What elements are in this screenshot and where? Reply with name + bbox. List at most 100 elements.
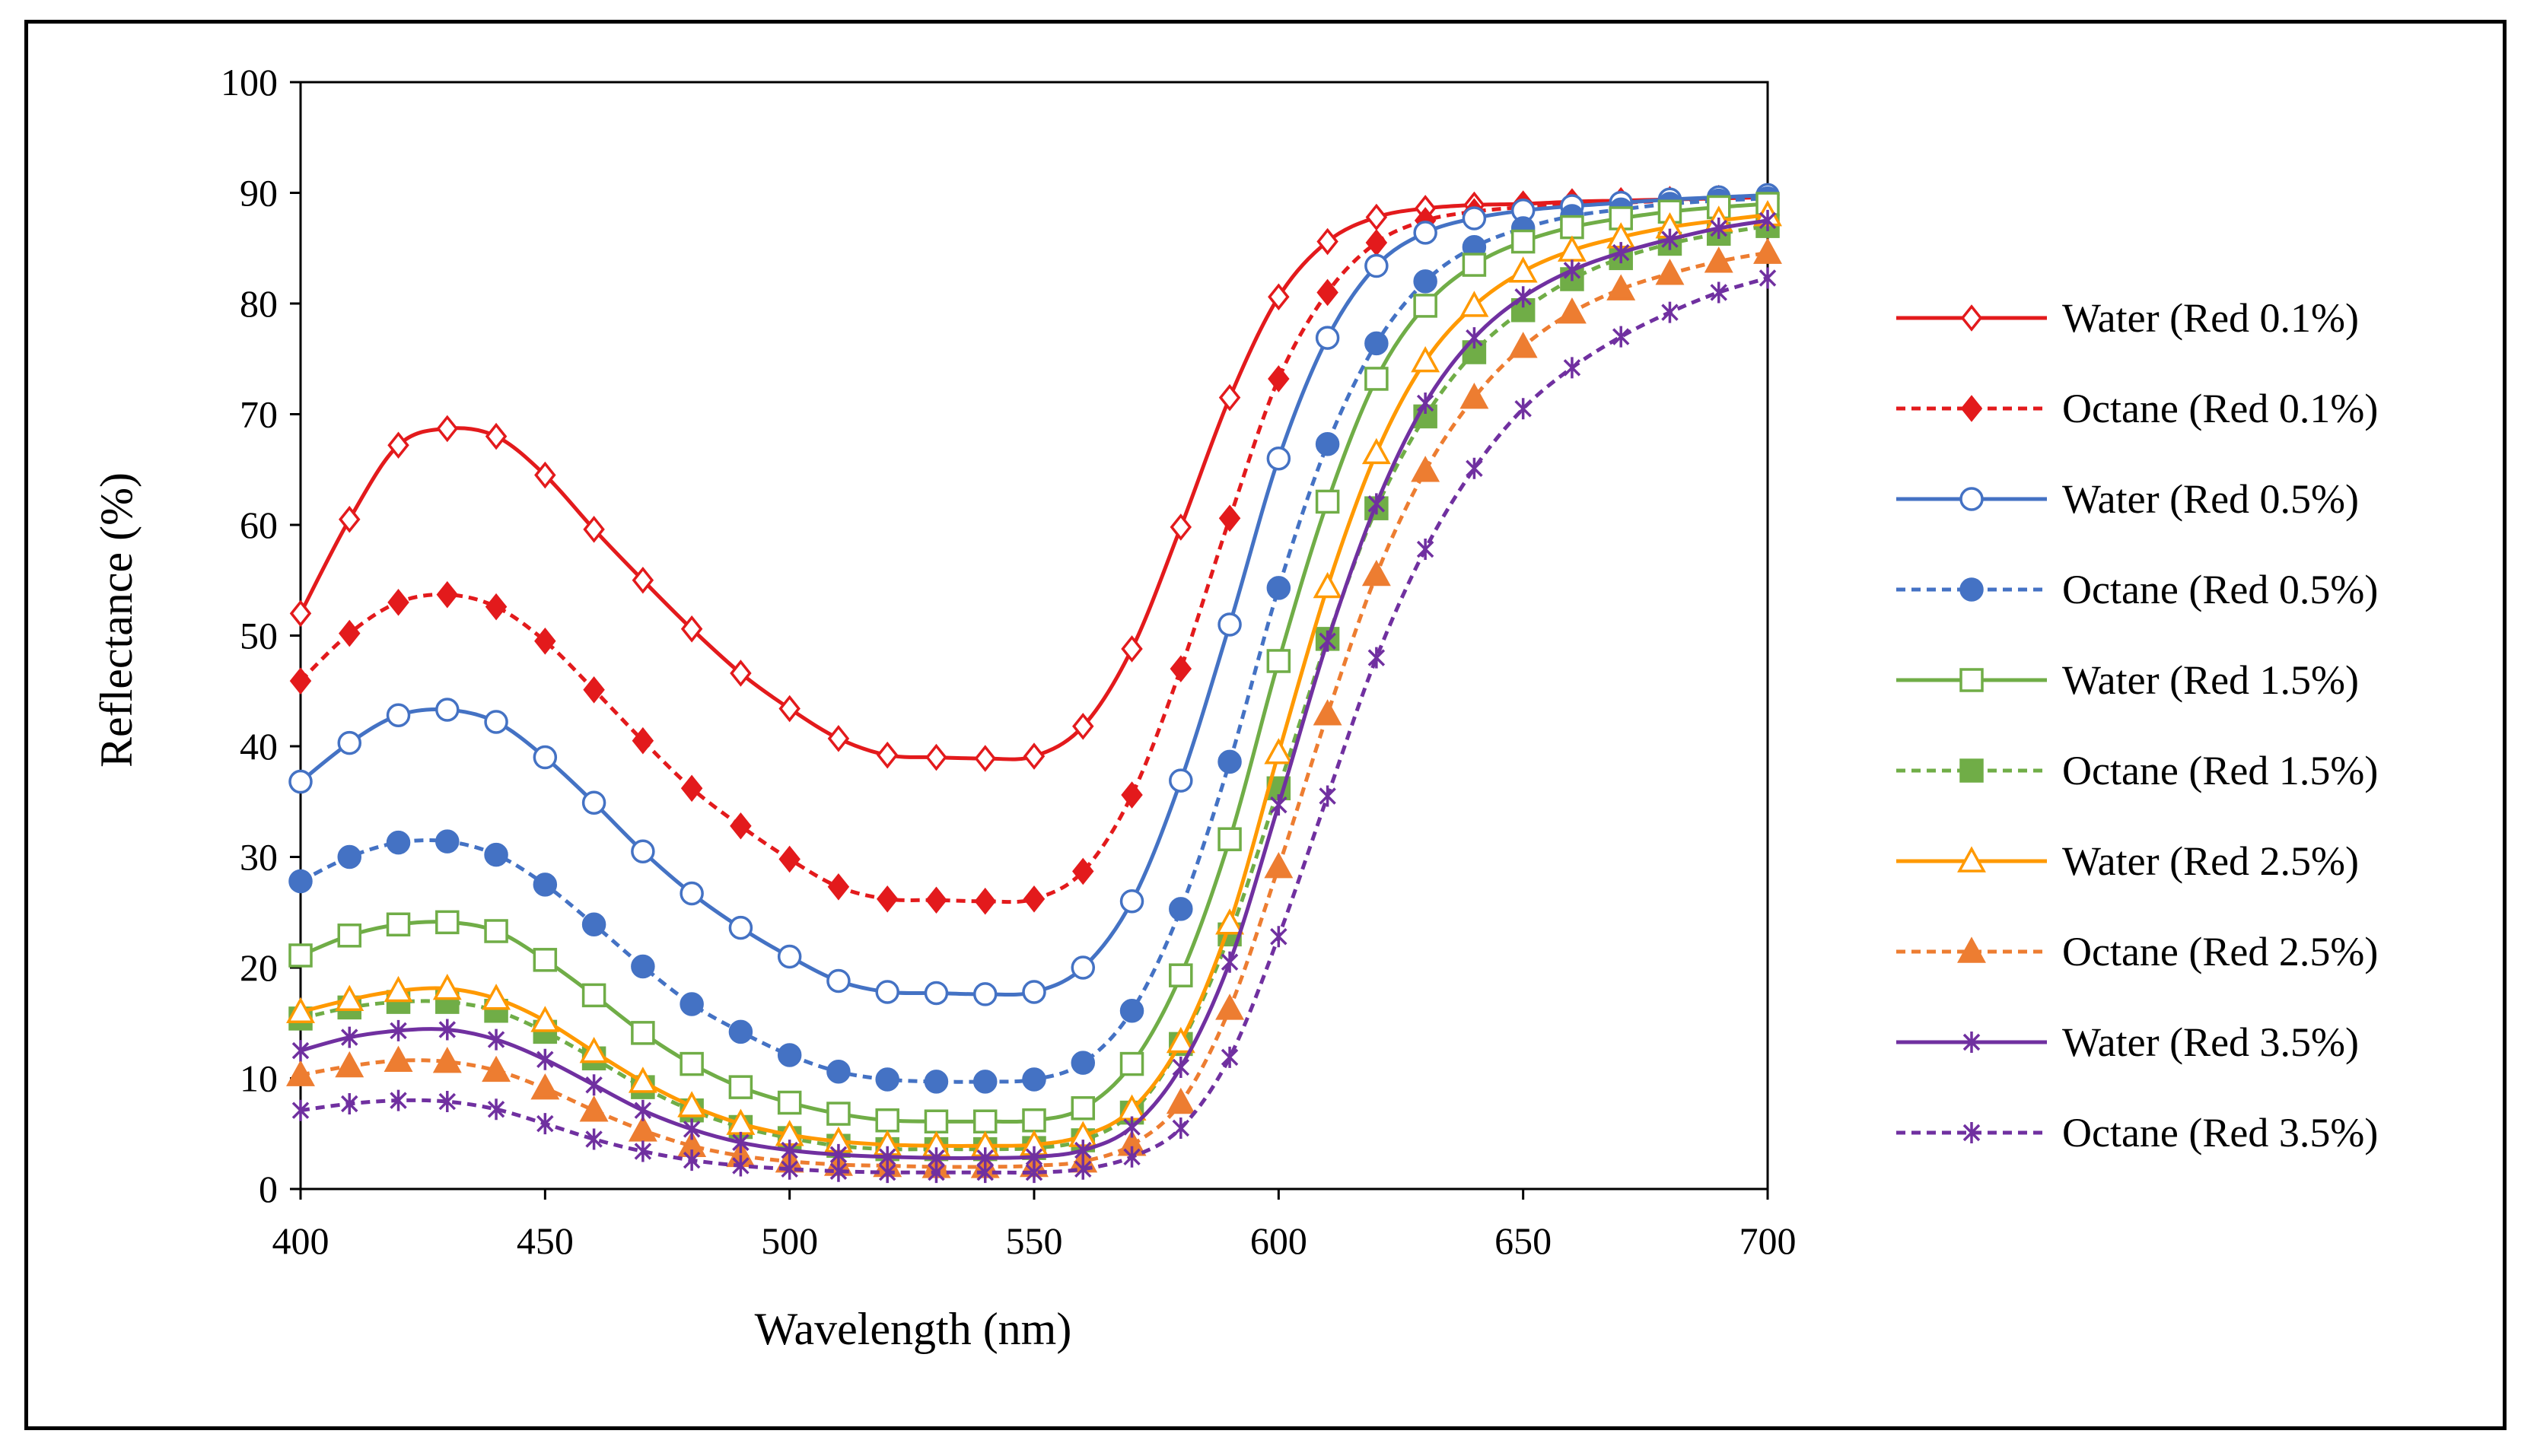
data-point [1215, 908, 1245, 935]
data-point [581, 912, 606, 937]
data-point [1315, 432, 1340, 456]
data-point [1270, 926, 1288, 948]
data-point [482, 1055, 511, 1082]
data-point [1266, 576, 1291, 600]
data-point [1413, 294, 1437, 318]
data-point [1759, 209, 1777, 231]
data-point [288, 869, 313, 894]
data-point [1661, 301, 1679, 323]
data-point [876, 885, 899, 913]
data-point [288, 769, 313, 794]
data-point [631, 839, 655, 863]
data-point [579, 1095, 609, 1122]
data-point [1710, 281, 1727, 304]
data-point [436, 580, 459, 609]
data-point [1510, 229, 1536, 254]
legend-entry: Water (Red 2.5%) [1896, 838, 2359, 884]
series-9 [291, 209, 1777, 1169]
data-point [924, 1070, 949, 1094]
x-tick-label: 700 [1739, 1219, 1797, 1262]
data-point [778, 695, 801, 723]
data-point [438, 1019, 457, 1041]
data-point [386, 912, 411, 937]
data-point [680, 1051, 704, 1076]
data-point [1215, 993, 1245, 1020]
data-point [384, 975, 413, 1003]
series-line [299, 192, 1768, 997]
data-point [1361, 559, 1391, 587]
legend-marker [1957, 846, 1986, 873]
x-tick-label: 450 [517, 1219, 574, 1262]
data-point [1319, 630, 1336, 652]
data-point [482, 984, 511, 1010]
data-point [289, 667, 312, 695]
data-point [1170, 655, 1192, 682]
data-point [289, 599, 312, 628]
data-point [579, 1036, 609, 1063]
data-point [1217, 612, 1242, 637]
data-point [777, 1090, 802, 1115]
legend-label: Water (Red 2.5%) [2062, 838, 2359, 884]
data-point [1074, 1158, 1092, 1180]
series-line [300, 224, 1768, 1152]
data-point [1612, 242, 1630, 264]
data-point [1514, 286, 1532, 308]
data-point [291, 1099, 310, 1121]
legend-entry: Water (Red 0.5%) [1896, 476, 2359, 522]
data-point [1270, 794, 1288, 816]
legend-label: Octane (Red 1.5%) [2062, 748, 2378, 793]
data-point [1655, 259, 1685, 285]
data-point [1071, 1051, 1096, 1075]
data-point [390, 1089, 407, 1111]
data-point [286, 1060, 315, 1086]
data-point [777, 1043, 802, 1067]
data-point [1119, 998, 1144, 1023]
legend-marker [1959, 668, 1984, 692]
data-point [1218, 383, 1241, 412]
x-tick-label: 600 [1250, 1219, 1307, 1262]
y-tick-label: 60 [240, 504, 278, 546]
data-point [1166, 1026, 1195, 1054]
data-point [972, 1070, 998, 1094]
data-point [730, 660, 752, 687]
data-point [435, 829, 460, 854]
legend-entry: Octane (Red 1.5%) [1896, 748, 2378, 793]
data-point [485, 593, 508, 621]
y-tick-label: 10 [240, 1057, 278, 1100]
data-point [1121, 635, 1143, 663]
legend-label: Water (Red 0.5%) [2062, 476, 2359, 522]
data-point [1411, 346, 1440, 373]
y-tick-label: 50 [240, 615, 278, 657]
data-point [1411, 456, 1440, 482]
series-line [300, 213, 1768, 1148]
series-4 [288, 186, 1780, 1094]
data-point [1753, 237, 1782, 264]
data-point [583, 516, 605, 543]
data-point [1364, 367, 1389, 391]
data-point [337, 924, 362, 948]
data-point [928, 1162, 945, 1184]
data-point [1313, 699, 1342, 726]
data-point [1121, 781, 1143, 809]
data-point [1612, 326, 1630, 348]
data-point [484, 919, 508, 943]
data-point [1508, 332, 1538, 358]
data-point [1563, 259, 1581, 281]
data-point [390, 1019, 407, 1041]
data-point [339, 619, 361, 647]
data-point [1315, 489, 1340, 514]
data-point [875, 1067, 899, 1092]
data-point [875, 1108, 899, 1133]
series-6 [288, 214, 1780, 1162]
data-point [1759, 267, 1777, 289]
x-axis-title: Wavelength (nm) [755, 1304, 1072, 1354]
data-point [1221, 1046, 1239, 1068]
data-point [1413, 269, 1437, 294]
data-point [337, 730, 362, 755]
legend-entry: Water (Red 0.1%) [1896, 295, 2359, 341]
series-1 [289, 183, 1779, 772]
data-point [585, 1128, 603, 1150]
data-point [826, 1060, 851, 1084]
data-point [827, 725, 850, 752]
legend-marker [1960, 304, 1983, 332]
